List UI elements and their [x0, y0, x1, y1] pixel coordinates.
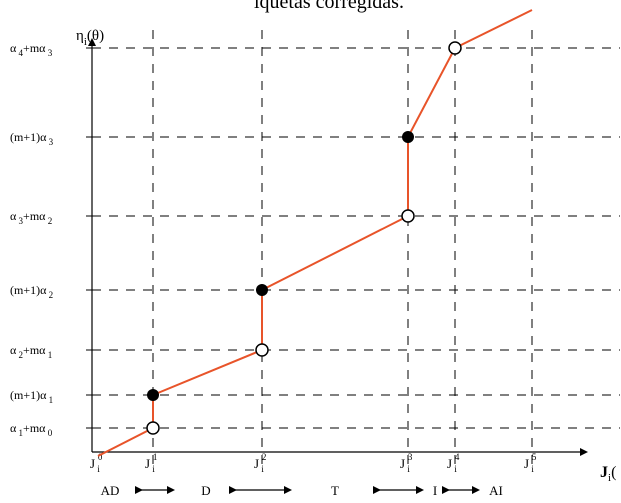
x-level-label-j0: J i0 — [90, 452, 103, 474]
y-level-label-m1a2: (m+1)α 2 — [10, 283, 53, 300]
y-level-label-a3m2: α 3+mα 2 — [10, 209, 52, 226]
x-level-labels: J i0 J i1 J i2 J i3 J i4 J i5 — [90, 452, 537, 474]
header-caption: iquetas corregidas. — [254, 0, 404, 13]
eta-curve — [97, 9, 533, 457]
y-level-label-m1a3: (m+1)α 3 — [10, 130, 54, 147]
filled-point-j2 — [256, 284, 268, 296]
region-label-d: D — [201, 483, 210, 498]
region-label-ad: AD — [101, 483, 120, 498]
open-point-j1 — [146, 421, 160, 435]
open-point-j4 — [448, 41, 462, 55]
x-level-label-j1: J i1 — [145, 452, 157, 474]
open-point-j3 — [401, 209, 415, 223]
y-level-label-a1m0: α 1+mα 0 — [10, 421, 53, 438]
region-label-i: I — [433, 483, 437, 498]
filled-point-j1 — [147, 389, 159, 401]
open-point-j2 — [255, 343, 269, 357]
filled-point-j3 — [402, 131, 414, 143]
x-level-label-j2: J i2 — [254, 452, 266, 474]
x-level-label-j3: J i3 — [400, 452, 413, 474]
dashed-grid — [86, 30, 620, 466]
y-axis-title: ηi(θ) — [76, 28, 104, 48]
y-level-label-a4m3: α 4+mα 3 — [10, 41, 53, 58]
region-label-t: T — [331, 483, 339, 498]
curve-markers — [146, 41, 462, 435]
y-level-label-a2m1: α 2+mα 1 — [10, 343, 52, 360]
x-axis-title: Ji( — [600, 464, 616, 484]
x-level-label-j5: J i5 — [524, 452, 537, 474]
y-level-labels: α 1+mα 0 (m+1)α 1 α 2+mα 1 (m+1)α 2 α 3+mα 2… — [10, 41, 54, 438]
region-label-ai: AI — [489, 483, 503, 498]
x-level-label-j4: J i4 — [447, 452, 460, 474]
y-level-label-m1a1: (m+1)α 1 — [10, 388, 53, 405]
